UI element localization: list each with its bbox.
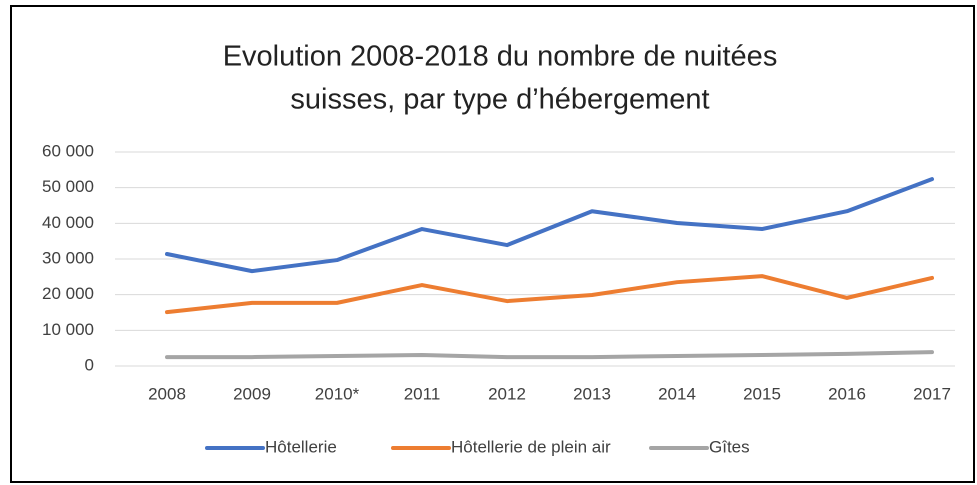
y-tick-label: 30 000 <box>42 248 94 267</box>
x-tick-label: 2009 <box>233 384 271 403</box>
y-tick-label: 20 000 <box>42 284 94 303</box>
y-tick-label: 40 000 <box>42 213 94 232</box>
series-line <box>165 350 934 360</box>
x-tick-label: 2017 <box>913 384 951 403</box>
chart-title: Evolution 2008-2018 du nombre de nuitées <box>223 41 778 73</box>
x-tick-label: 2012 <box>488 384 526 403</box>
series-line <box>165 177 934 274</box>
y-tick-label: 0 <box>85 355 94 374</box>
x-tick-label: 2013 <box>573 384 611 403</box>
legend-label: Hôtellerie <box>265 437 337 456</box>
x-tick-label: 2010* <box>315 384 360 403</box>
legend-label: Hôtellerie de plein air <box>451 437 611 456</box>
legend-label: Gîtes <box>709 437 750 456</box>
series-line <box>165 274 934 315</box>
chart-border <box>10 5 975 483</box>
chart-title: suisses, par type d’hébergement <box>290 84 709 116</box>
y-tick-label: 10 000 <box>42 320 94 339</box>
x-tick-label: 2008 <box>148 384 186 403</box>
y-tick-label: 50 000 <box>42 177 94 196</box>
y-tick-label: 60 000 <box>42 141 94 160</box>
x-tick-label: 2011 <box>404 384 441 403</box>
x-tick-label: 2014 <box>658 384 696 403</box>
x-tick-label: 2016 <box>828 384 866 403</box>
x-tick-label: 2015 <box>743 384 781 403</box>
